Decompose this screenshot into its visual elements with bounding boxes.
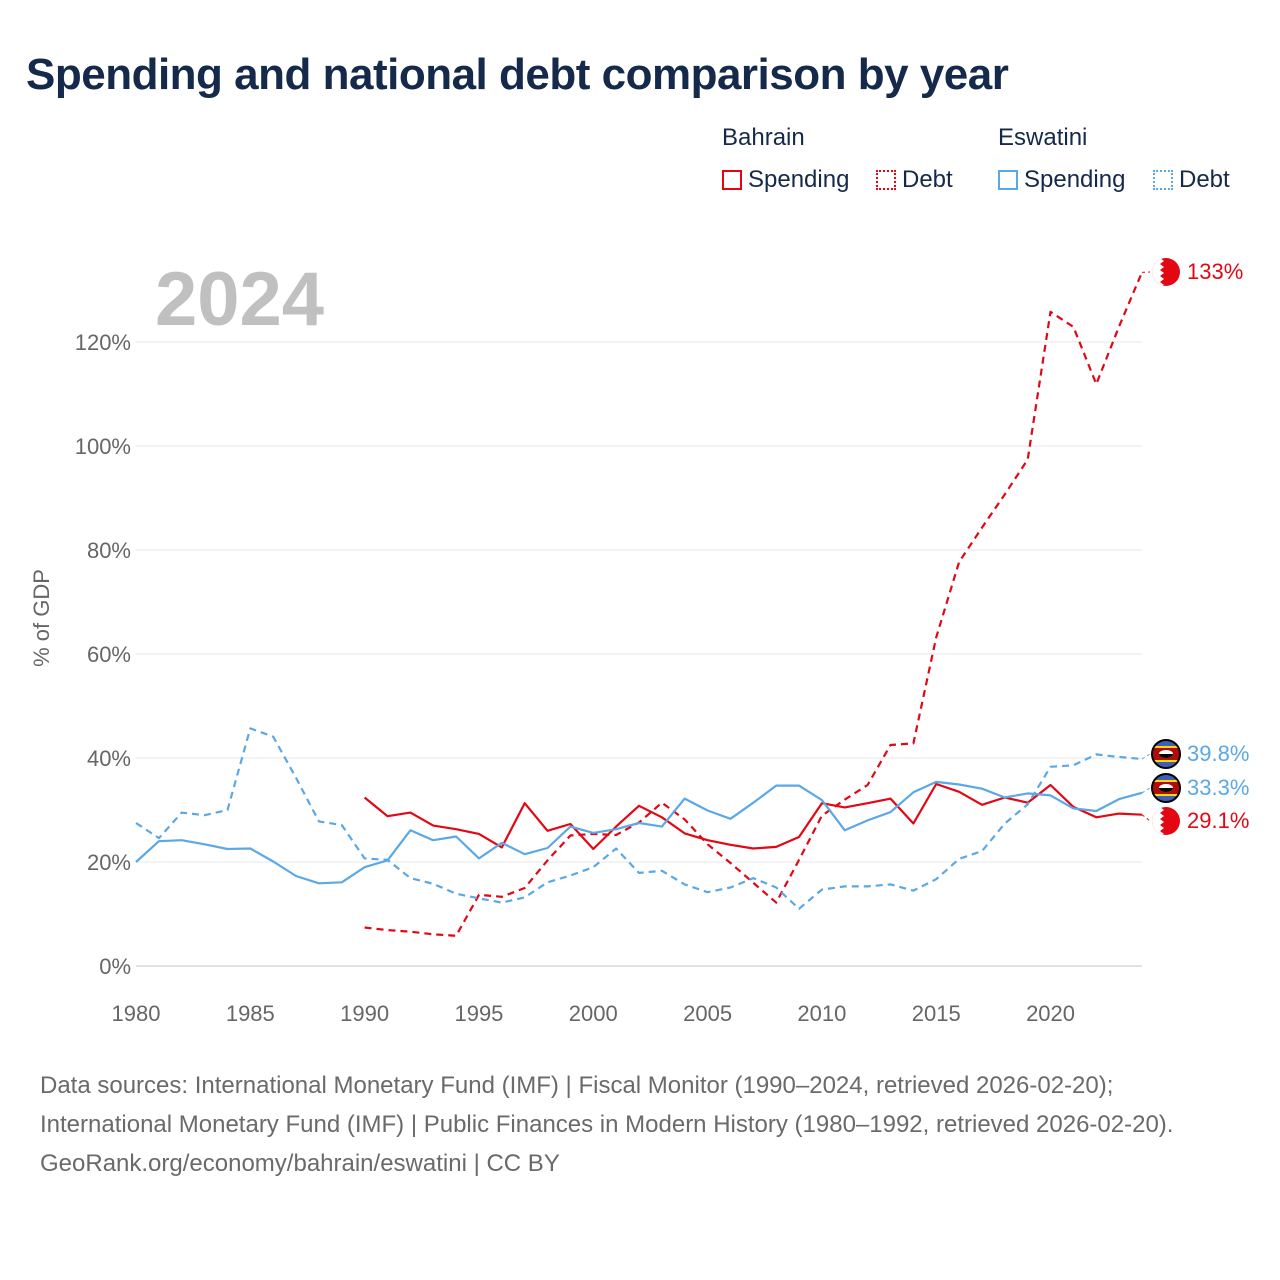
x-tick-label: 2015 (912, 1001, 961, 1026)
x-axis-ticks: 1980 1985 1990 1995 2000 2005 2010 2015 2020 (112, 1001, 1075, 1026)
legend-country-eswatini: Eswatini (998, 124, 1088, 151)
legend-item-eswatini-spending[interactable]: Spending (998, 166, 1125, 194)
legend-swatch-solid (998, 170, 1018, 190)
legend-group-eswatini: Eswatini (998, 124, 1087, 152)
bahrain-flag-icon (1152, 807, 1180, 835)
x-tick-label: 2005 (683, 1001, 732, 1026)
y-axis-ticks: 0% 20% 40% 60% 80% 100% 120% (75, 330, 131, 979)
y-tick-label: 0% (99, 954, 131, 979)
bahrain-flag-icon (1152, 258, 1180, 286)
x-tick-label: 2010 (797, 1001, 846, 1026)
end-connector (1141, 753, 1151, 760)
series (135, 271, 1151, 937)
y-tick-label: 20% (87, 850, 131, 875)
grid (136, 341, 1142, 967)
series-line-eswatini-debt (135, 727, 1143, 910)
y-tick-label: 100% (75, 434, 131, 459)
end-label-bahrain-spending: 29.1% (1187, 808, 1249, 833)
y-tick-label: 60% (87, 642, 131, 667)
end-label-eswatini-debt: 39.8% (1187, 741, 1249, 766)
data-sources: Data sources: International Monetary Fun… (40, 1072, 1174, 1138)
legend-item-bahrain-spending[interactable]: Spending (722, 166, 849, 194)
y-tick-label: 120% (75, 330, 131, 355)
line-chart: 0% 20% 40% 60% 80% 100% 120% 1980 1985 1990 1995 2… (75, 258, 1249, 1026)
credit-link[interactable]: GeoRank.org/economy/bahrain/eswatini | C… (40, 1150, 560, 1177)
x-tick-label: 2020 (1026, 1001, 1075, 1026)
x-tick-label: 2000 (569, 1001, 618, 1026)
x-tick-label: 1995 (454, 1001, 503, 1026)
legend-group-bahrain: Bahrain (722, 124, 805, 152)
x-tick-label: 1990 (340, 1001, 389, 1026)
legend-swatch-dotted (1153, 170, 1173, 190)
legend-item-bahrain-debt[interactable]: Debt (876, 166, 953, 194)
legend-item-eswatini-debt[interactable]: Debt (1153, 166, 1230, 194)
end-label-bahrain-debt: 133% (1187, 259, 1243, 284)
flag-ring (1151, 739, 1181, 769)
y-tick-label: 80% (87, 538, 131, 563)
series-line-eswatini-spending (135, 780, 1143, 885)
y-tick-label: 40% (87, 746, 131, 771)
legend-label: Debt (902, 166, 953, 193)
current-year-label: 2024 (155, 257, 325, 342)
chart-title: Spending and national debt comparison by… (26, 50, 1009, 99)
series-line-bahrain-spending (363, 782, 1143, 851)
legend-label: Debt (1179, 166, 1230, 193)
legend-label: Spending (1024, 166, 1126, 193)
legend-swatch-dotted (876, 170, 896, 190)
x-tick-label: 1980 (112, 1001, 161, 1026)
end-labels: 133% 39.8% 33.3% 29.1% (1187, 259, 1249, 833)
legend-swatch-solid (722, 170, 742, 190)
legend-country-bahrain: Bahrain (722, 124, 805, 151)
flag-ring (1151, 773, 1181, 803)
legend-label: Spending (748, 166, 850, 193)
end-label-eswatini-spending: 33.3% (1187, 775, 1249, 800)
end-connector (1141, 814, 1151, 822)
end-connector (1141, 787, 1151, 794)
x-tick-label: 1985 (226, 1001, 275, 1026)
footer: Data sources: International Monetary Fun… (40, 1066, 1240, 1183)
